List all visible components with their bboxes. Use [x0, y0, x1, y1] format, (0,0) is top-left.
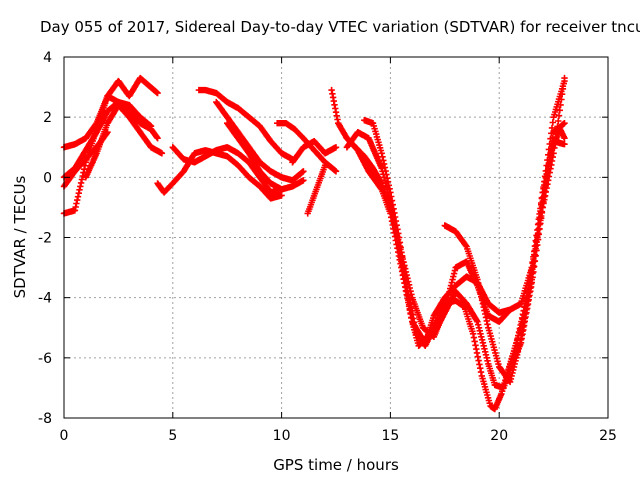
y-tick-label: 4 — [43, 50, 52, 66]
data-series-6 — [169, 144, 285, 196]
chart-title: Day 055 of 2017, Sidereal Day-to-day VTE… — [40, 18, 640, 36]
plus-markers — [343, 135, 514, 340]
data-series-11 — [289, 138, 340, 166]
y-tick-label: 2 — [43, 110, 52, 126]
x-tick-label: 5 — [168, 428, 177, 444]
plus-markers — [169, 144, 285, 196]
tick-layer: 0 5 10 15 20 25 -8 -6 -4 -2 0 2 4 — [38, 50, 617, 444]
grid-layer — [64, 57, 608, 418]
plus-markers — [289, 138, 340, 166]
x-tick-label: 25 — [599, 428, 617, 444]
plus-markers — [304, 162, 329, 217]
plus-markers — [224, 120, 307, 193]
x-tick-label: 20 — [490, 428, 508, 444]
y-tick-label: -8 — [38, 411, 52, 427]
data-series-17 — [441, 77, 568, 386]
y-tick-label: -4 — [38, 291, 52, 307]
data-series-8 — [213, 98, 307, 184]
plus-markers — [195, 86, 296, 163]
data-series-4 — [82, 101, 166, 181]
data-series-12 — [304, 162, 329, 217]
x-axis-label: GPS time / hours — [273, 456, 399, 474]
plus-markers — [82, 101, 166, 181]
x-tick-label: 0 — [60, 428, 69, 444]
data-marks-layer — [60, 74, 568, 413]
x-tick-label: 15 — [381, 428, 399, 444]
plus-markers — [504, 126, 568, 377]
y-tick-label: -6 — [38, 351, 52, 367]
x-tick-label: 10 — [273, 428, 291, 444]
data-series-9 — [224, 120, 307, 193]
plus-markers — [441, 77, 568, 386]
plus-markers — [213, 98, 307, 184]
y-tick-label: 0 — [43, 170, 52, 186]
y-tick-label: -2 — [38, 231, 52, 247]
data-series-16 — [343, 135, 514, 340]
data-series-18 — [504, 126, 568, 377]
data-series-7 — [195, 86, 296, 163]
